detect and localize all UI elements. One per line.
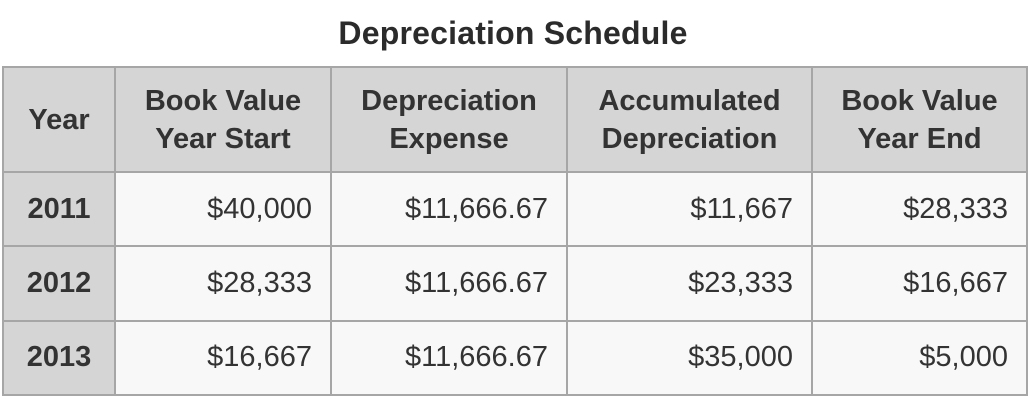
- book-value-start-cell: $16,667: [114, 319, 332, 397]
- year-cell: 2011: [2, 170, 116, 248]
- book-value-start-cell: $28,333: [114, 245, 332, 322]
- col-header-year: Year: [2, 66, 116, 173]
- book-value-end-cell: $16,667: [811, 245, 1028, 322]
- table-row-2013: 2013 $16,667 $11,666.67 $35,000 $5,000: [2, 319, 1028, 397]
- depreciation-expense-cell: $11,666.67: [330, 170, 568, 248]
- book-value-start-cell: $40,000: [114, 170, 332, 248]
- header-row: Year Book Value Year Start Depreciation …: [2, 66, 1028, 173]
- book-value-end-cell: $5,000: [811, 319, 1028, 397]
- accumulated-depreciation-cell: $35,000: [566, 319, 813, 397]
- table-row-2012: 2012 $28,333 $11,666.67 $23,333 $16,667: [2, 245, 1028, 322]
- col-header-book-value-year-end: Book Value Year End: [811, 66, 1028, 173]
- chart-title: Depreciation Schedule: [338, 15, 688, 51]
- col-header-depreciation-expense: Depreciation Expense: [330, 66, 568, 173]
- accumulated-depreciation-cell: $23,333: [566, 245, 813, 322]
- year-cell: 2013: [2, 319, 116, 397]
- year-cell: 2012: [2, 245, 116, 322]
- depreciation-expense-cell: $11,666.67: [330, 319, 568, 397]
- depreciation-table: Year Book Value Year Start Depreciation …: [2, 66, 1028, 397]
- table-row-2011: 2011 $40,000 $11,666.67 $11,667 $28,333: [2, 170, 1028, 248]
- col-header-accumulated-depreciation: Accumulated Depreciation: [566, 66, 813, 173]
- accumulated-depreciation-cell: $11,667: [566, 170, 813, 248]
- book-value-end-cell: $28,333: [811, 170, 1028, 248]
- col-header-book-value-year-start: Book Value Year Start: [114, 66, 332, 173]
- depreciation-expense-cell: $11,666.67: [330, 245, 568, 322]
